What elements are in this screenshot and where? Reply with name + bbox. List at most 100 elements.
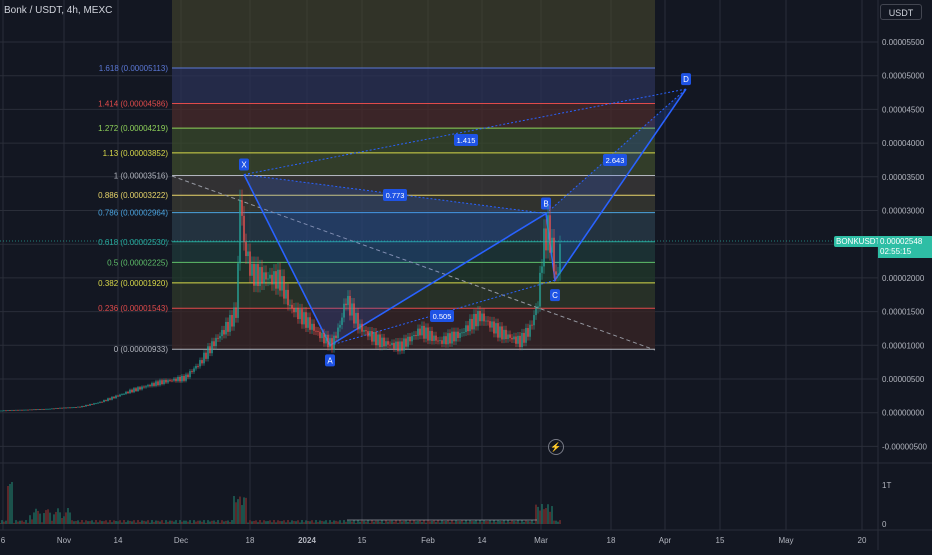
candle-body (43, 409, 45, 410)
volume-bar (7, 486, 9, 524)
volume-bar (31, 519, 33, 524)
volume-bar (47, 509, 49, 524)
volume-bar (289, 522, 291, 524)
candle-body (301, 309, 303, 325)
volume-bar (73, 521, 75, 524)
volume-bar (175, 520, 177, 524)
candle-body (339, 324, 341, 328)
candle-body (559, 244, 561, 274)
candle-body (25, 409, 27, 411)
volume-bar (339, 520, 341, 524)
candle-body (227, 321, 229, 332)
volume-bar (391, 520, 393, 524)
candle-body (225, 321, 227, 335)
volume-bar (259, 520, 261, 524)
ratio-badge-bg (430, 310, 454, 322)
last-price-label: 0.00002548 02:55:15 (878, 236, 932, 258)
volume-bar (223, 521, 225, 524)
volume-bar (171, 520, 173, 524)
volume-bar (543, 509, 545, 524)
candle-body (457, 331, 459, 338)
candle-body (497, 323, 499, 338)
candle-body (103, 400, 105, 402)
candle-body (257, 264, 259, 287)
candle-body (237, 263, 239, 318)
candle-body (219, 336, 221, 339)
volume-bar (499, 520, 501, 524)
volume-bar (81, 520, 83, 524)
candle-body (285, 289, 287, 299)
volume-bar (319, 520, 321, 524)
candle-body (9, 410, 11, 411)
candle-body (185, 374, 187, 381)
volume-bar (153, 521, 155, 524)
candle-body (349, 295, 351, 316)
candle-body (495, 323, 497, 334)
candle-body (41, 409, 43, 410)
candle-body (397, 341, 399, 352)
candle-body (465, 325, 467, 333)
volume-bar (143, 520, 145, 524)
volume-bar (99, 520, 101, 524)
candle-body (467, 325, 469, 332)
volume-bar (251, 521, 253, 524)
volume-bar (551, 506, 553, 524)
fib-level-label: 0.786 (0.00002964) (98, 209, 168, 218)
candle-body (511, 337, 513, 340)
currency-button[interactable]: USDT (880, 4, 922, 20)
candle-body (93, 403, 95, 405)
volume-bar (371, 520, 373, 524)
volume-bar (539, 510, 541, 524)
pattern-point-b: B (541, 197, 551, 210)
volume-bar (93, 522, 95, 524)
bar-countdown: 02:55:15 (880, 247, 912, 256)
candle-body (0, 410, 1, 412)
candle-body (423, 325, 425, 339)
candle-body (117, 395, 119, 397)
candle-body (507, 334, 509, 340)
volume-bar (83, 522, 85, 524)
candle-body (551, 237, 553, 253)
volume-bar (275, 522, 277, 524)
candle-body (531, 324, 533, 326)
candle-body (455, 331, 457, 342)
candle-body (383, 337, 385, 347)
pattern-point-a: A (325, 354, 335, 367)
candle-body (421, 325, 423, 336)
volume-bar (303, 522, 305, 524)
candle-body (427, 327, 429, 341)
volume-bar (409, 520, 411, 524)
candle-body (269, 274, 271, 279)
volume-bar (113, 520, 115, 524)
volume-bar (207, 520, 209, 524)
volume-bar (39, 513, 41, 524)
candle-body (123, 393, 125, 395)
candle-body (379, 334, 381, 348)
volume-bar (179, 520, 181, 524)
y-tick-label: 0.00000500 (882, 375, 925, 384)
candle-body (343, 303, 345, 318)
lightning-icon[interactable]: ⚡ (548, 439, 564, 455)
candle-body (543, 228, 545, 267)
candle-body (259, 267, 261, 287)
volume-bar (375, 520, 377, 524)
candle-body (87, 404, 89, 406)
volume-tick-label: 1T (882, 481, 891, 490)
volume-bar (307, 520, 309, 524)
volume-bar (471, 521, 473, 524)
candle-body (175, 378, 177, 382)
candle-body (13, 410, 15, 411)
candle-body (171, 380, 173, 382)
volume-bar (429, 521, 431, 524)
pattern-fill-xab (244, 174, 546, 346)
volume-bar (67, 508, 69, 524)
candle-body (517, 335, 519, 344)
candle-body (241, 200, 243, 216)
candle-body (275, 271, 277, 289)
volume-bar (265, 521, 267, 524)
volume-bar (45, 510, 47, 524)
candle-body (431, 330, 433, 341)
volume-bar (395, 520, 397, 524)
candle-body (147, 385, 149, 387)
x-tick-label: Dec (174, 536, 188, 545)
